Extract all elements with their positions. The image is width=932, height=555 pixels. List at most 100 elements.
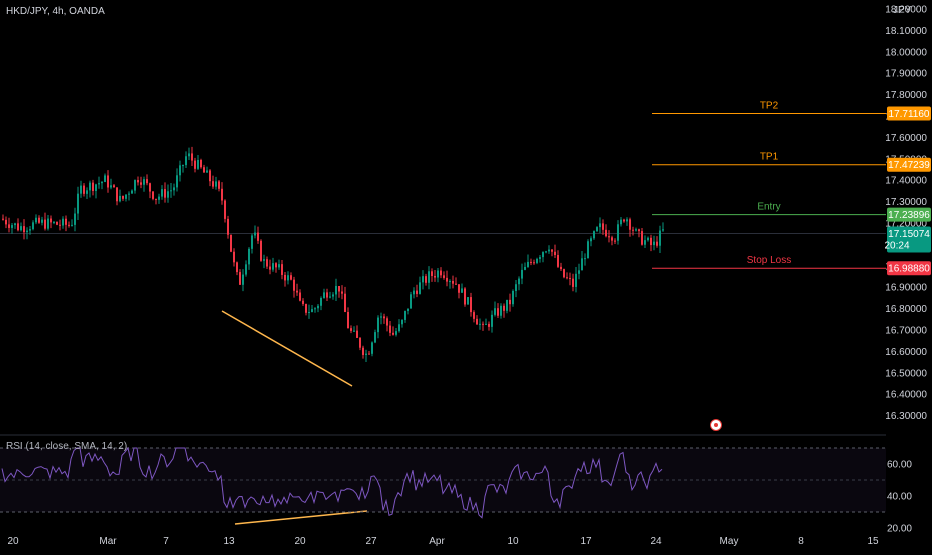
candle-body bbox=[218, 181, 220, 189]
candle-body bbox=[59, 224, 61, 226]
price-tick-label: 16.90000 bbox=[885, 283, 927, 294]
candle-body bbox=[437, 270, 439, 278]
candle-body bbox=[644, 240, 646, 245]
candle-body bbox=[143, 179, 145, 185]
candle-body bbox=[302, 300, 304, 304]
candle-body bbox=[299, 292, 301, 301]
candle-body bbox=[233, 251, 235, 263]
price-tick-label: 16.40000 bbox=[885, 390, 927, 401]
candle-body bbox=[551, 249, 553, 252]
candle-body bbox=[296, 290, 298, 293]
candle-body bbox=[515, 284, 517, 291]
candle-body bbox=[653, 241, 655, 246]
level-label-entry: Entry bbox=[757, 202, 780, 213]
rsi-title[interactable]: RSI (14, close, SMA, 14, 2) bbox=[6, 441, 128, 452]
candle-body bbox=[110, 185, 112, 188]
candle-body bbox=[494, 308, 496, 315]
candle-body bbox=[65, 218, 67, 225]
candle-body bbox=[194, 160, 196, 169]
countdown-text: 20:24 bbox=[884, 241, 909, 252]
candle-body bbox=[137, 180, 139, 183]
candle-body bbox=[341, 291, 343, 294]
candle-body bbox=[629, 219, 631, 230]
candle-body bbox=[56, 221, 58, 225]
candle-body bbox=[347, 311, 349, 329]
candle-body bbox=[662, 229, 664, 231]
candle-body bbox=[74, 213, 76, 225]
candle-body bbox=[176, 175, 178, 188]
candle-body bbox=[164, 189, 166, 198]
candle-body bbox=[569, 277, 571, 279]
candle-body bbox=[617, 224, 619, 241]
time-tick-label: 17 bbox=[580, 536, 592, 547]
candle-body bbox=[224, 200, 226, 219]
candle-body bbox=[131, 190, 133, 194]
candle-body bbox=[20, 226, 22, 231]
candle-body bbox=[281, 264, 283, 275]
candle-body bbox=[473, 312, 475, 319]
candle-body bbox=[197, 159, 199, 169]
candle-body bbox=[590, 238, 592, 242]
candle-body bbox=[230, 234, 232, 252]
candle-body bbox=[566, 277, 568, 279]
candle-body bbox=[413, 290, 415, 295]
candle-body bbox=[563, 269, 565, 278]
candle-body bbox=[500, 305, 502, 316]
candle-body bbox=[335, 285, 337, 295]
candle-body bbox=[29, 229, 31, 231]
candle-body bbox=[119, 195, 121, 202]
candle-body bbox=[356, 330, 358, 338]
price-badge-tp2 bbox=[887, 106, 931, 121]
candle-body bbox=[269, 266, 271, 270]
candle-body bbox=[86, 190, 88, 194]
price-badge-text: 16.98880 bbox=[888, 264, 930, 275]
price-tick-label: 16.60000 bbox=[885, 347, 927, 358]
candle-body bbox=[449, 281, 451, 283]
candle-body bbox=[533, 262, 535, 264]
record-icon[interactable] bbox=[710, 419, 722, 431]
candle-body bbox=[623, 219, 625, 222]
candle-body bbox=[509, 299, 511, 305]
candle-body bbox=[317, 305, 319, 309]
candle-body bbox=[2, 218, 4, 220]
candle-body bbox=[329, 296, 331, 298]
candle-body bbox=[497, 308, 499, 316]
candle-body bbox=[80, 185, 82, 194]
candle-body bbox=[446, 277, 448, 282]
candle-body bbox=[5, 219, 7, 225]
candle-body bbox=[374, 332, 376, 343]
price-tick-label: 16.50000 bbox=[885, 368, 927, 379]
candle-body bbox=[452, 281, 454, 284]
candle-body bbox=[38, 217, 40, 223]
candle-body bbox=[293, 279, 295, 291]
candle-body bbox=[365, 353, 367, 355]
rsi-line bbox=[1, 446, 663, 519]
current-price-badge bbox=[887, 226, 931, 253]
candle-body bbox=[242, 274, 244, 285]
candle-body bbox=[632, 229, 634, 231]
time-tick-label: Apr bbox=[429, 536, 445, 547]
candle-body bbox=[491, 314, 493, 327]
price-badge-text: 17.47239 bbox=[888, 160, 930, 171]
candle-body bbox=[638, 229, 640, 232]
price-labels: 17.71160 17.47239 17.23896 16.98880 17.15074… bbox=[884, 106, 931, 276]
candle-body bbox=[389, 325, 391, 333]
candle-body bbox=[488, 323, 490, 327]
currency-label[interactable]: JPY bbox=[893, 5, 912, 16]
candle-body bbox=[77, 193, 79, 214]
price-tick-label: 17.40000 bbox=[885, 176, 927, 187]
time-axis[interactable]: 20 Mar 7 13 20 27 Apr 10 17 24 May 8 15 bbox=[7, 536, 879, 547]
candle-body bbox=[650, 237, 652, 246]
candle-body bbox=[443, 275, 445, 278]
symbol-title[interactable]: HKD/JPY, 4h, OANDA bbox=[6, 6, 105, 17]
candle-body bbox=[485, 323, 487, 325]
candle-body bbox=[602, 223, 604, 230]
candle-body bbox=[371, 342, 373, 354]
candle-body bbox=[377, 317, 379, 333]
candle-body bbox=[278, 264, 280, 268]
drawings-layer[interactable]: TP2 TP1 Entry Stop Loss bbox=[221, 101, 886, 525]
candle-body bbox=[26, 230, 28, 233]
